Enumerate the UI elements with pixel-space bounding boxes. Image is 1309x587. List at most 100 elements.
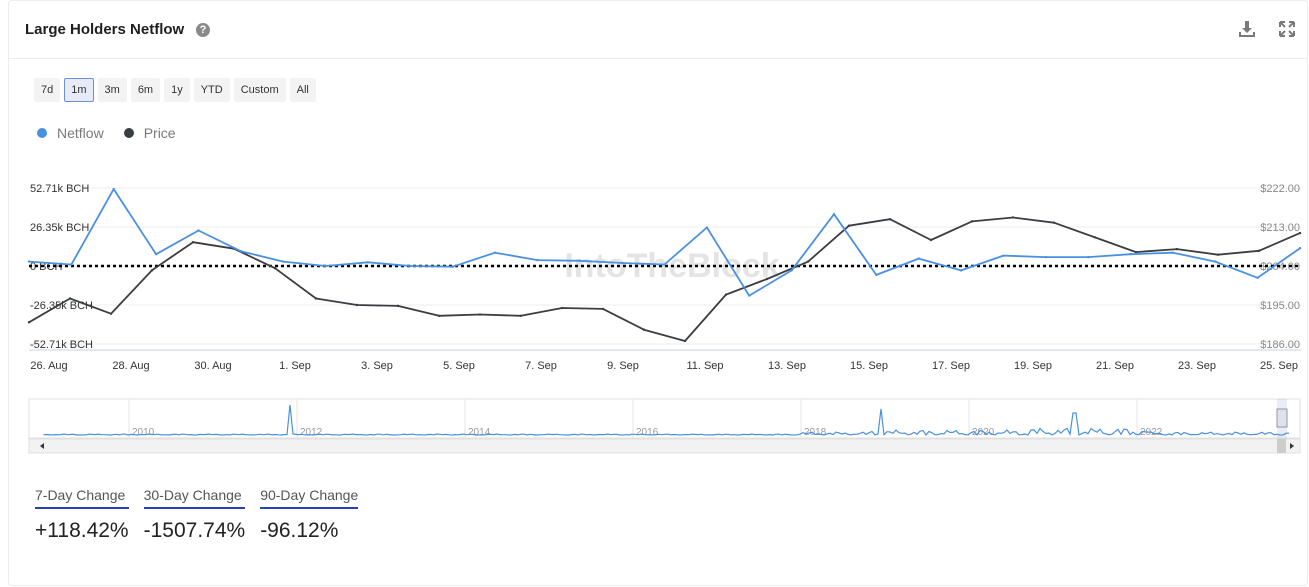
x-tick-label: 9. Sep — [607, 360, 639, 372]
range-button-custom[interactable]: Custom — [233, 78, 286, 102]
chart-card: Large Holders Netflow ? 7d 1m 3m 6m 1y YTD Cus… — [8, 0, 1308, 586]
navigator-handle — [1276, 408, 1288, 428]
legend-label-price: Price — [143, 125, 176, 141]
netflow-series-point — [27, 260, 31, 263]
navigator-frame — [28, 398, 1301, 439]
stat-label[interactable]: 30-Day Change — [143, 487, 246, 509]
legend-item-price[interactable]: Price — [123, 125, 176, 141]
help-icon[interactable]: ? — [196, 23, 210, 37]
netflow-series-point — [1298, 247, 1302, 250]
x-tick-label: 7. Sep — [525, 360, 557, 372]
y-left-tick-label: 26.35k BCH — [30, 222, 89, 234]
netflow-series-point — [790, 269, 793, 272]
price-series-point — [724, 293, 728, 296]
x-tick-label: 21. Sep — [1096, 360, 1134, 372]
navigator-year-label: 2016 — [636, 427, 659, 438]
expand-icon[interactable] — [1277, 19, 1297, 39]
netflow-series-point — [1214, 260, 1217, 263]
x-tick-label: 3. Sep — [361, 360, 393, 372]
navigator-selection — [1277, 399, 1287, 439]
range-button-7d[interactable]: 7d — [34, 78, 61, 102]
price-series-point — [1257, 249, 1261, 253]
x-tick-label: 5. Sep — [443, 360, 475, 372]
price-series-point — [273, 266, 277, 270]
price-series-point — [355, 303, 359, 307]
price-series-point — [109, 312, 113, 315]
netflow-series-point — [748, 294, 751, 297]
stat-2: 30-Day Change -1507.74% — [143, 487, 246, 543]
range-button-3m[interactable]: 3m — [97, 78, 127, 102]
navigator-year-label: 2020 — [972, 427, 995, 438]
price-series-point — [765, 277, 769, 281]
price-series-point — [929, 238, 933, 242]
netflow-series-point — [1256, 276, 1259, 280]
y-right-tick-label: $213.00 — [1260, 222, 1300, 234]
range-button-all[interactable]: All — [289, 78, 316, 102]
navigator-year-label: 2010 — [132, 427, 155, 438]
scroll-thumb — [1277, 439, 1286, 453]
netflow-series-point — [832, 213, 836, 216]
range-button-1m[interactable]: 1m — [64, 78, 94, 102]
netflow-series-point — [959, 269, 963, 272]
stat-3: 90-Day Change -96.12% — [260, 487, 359, 543]
scroll-left-icon[interactable] — [40, 443, 44, 449]
chart-title: Large Holders Netflow — [25, 21, 185, 38]
price-series-point — [27, 321, 31, 324]
legend-item-netflow[interactable]: Netflow — [37, 125, 104, 141]
netflow-series-point — [705, 226, 709, 229]
navigator-year-label: 2018 — [804, 427, 827, 438]
netflow-series-point — [324, 264, 327, 268]
price-series-point — [847, 224, 851, 227]
x-tick-label: 23. Sep — [1178, 360, 1216, 372]
legend-dot-netflow — [37, 128, 47, 138]
range-selector: 7d 1m 3m 6m 1y YTD Custom All — [34, 78, 316, 102]
netflow-series-point — [917, 257, 920, 260]
price-series-point — [68, 297, 72, 300]
download-icon[interactable] — [1237, 19, 1257, 39]
netflow-series-point — [451, 265, 454, 268]
range-button-1y[interactable]: 1y — [164, 78, 190, 102]
price-series-point — [806, 260, 810, 263]
x-tick-label: 1. Sep — [279, 360, 311, 372]
price-series-point — [1216, 253, 1220, 256]
price-series-point — [1011, 216, 1015, 219]
x-tick-label: 13. Sep — [768, 360, 806, 372]
price-series-point — [150, 269, 154, 272]
y-right-tick-label: $195.00 — [1260, 300, 1300, 312]
netflow-series-point — [663, 263, 666, 266]
legend-label-netflow: Netflow — [57, 125, 104, 141]
netflow-series-point — [282, 260, 285, 263]
navigator-year-label: 2014 — [468, 427, 491, 438]
navigator-series — [43, 404, 1289, 437]
scroll-right-icon[interactable] — [1290, 443, 1294, 449]
price-series-point — [888, 218, 892, 221]
chart-legend: Netflow Price — [37, 125, 176, 141]
netflow-series-point — [409, 264, 412, 268]
netflow-series-point — [536, 258, 539, 262]
x-tick-label: 25. Sep — [1260, 360, 1298, 372]
navigator-scrollbar[interactable] — [28, 438, 1301, 454]
range-button-ytd[interactable]: YTD — [193, 78, 230, 102]
price-series-point — [642, 328, 646, 331]
price-series-point — [1093, 236, 1097, 239]
stat-label[interactable]: 90-Day Change — [260, 487, 359, 509]
x-tick-label: 15. Sep — [850, 360, 888, 372]
stat-value: -96.12% — [260, 519, 339, 542]
netflow-series-point — [1002, 254, 1005, 257]
netflow-series-point — [197, 229, 200, 232]
netflow-series-point — [154, 252, 158, 256]
netflow-series-point — [620, 261, 624, 265]
netflow-series-point — [493, 251, 497, 254]
price-series-point — [519, 314, 523, 318]
x-tick-label: 11. Sep — [686, 360, 723, 372]
netflow-series-point — [1044, 255, 1048, 259]
range-button-6m[interactable]: 6m — [130, 78, 161, 102]
price-series-point — [1134, 250, 1138, 254]
legend-dot-price — [123, 128, 134, 138]
price-series-point — [437, 314, 441, 318]
stat-label[interactable]: 7-Day Change — [35, 487, 129, 509]
price-series-point — [314, 297, 318, 300]
price-series-point — [560, 306, 564, 310]
netflow-series-point — [875, 273, 878, 277]
